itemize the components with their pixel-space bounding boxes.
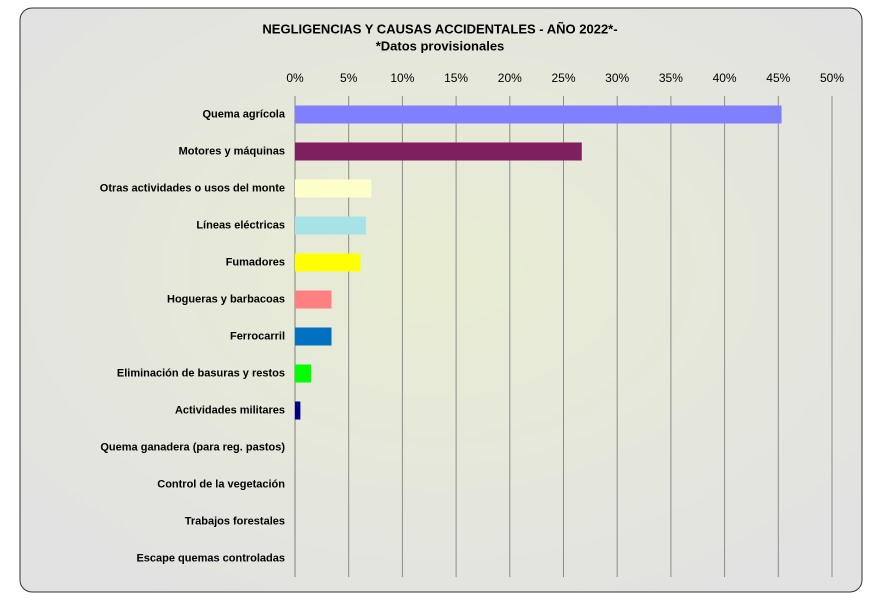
y-tick-label: Ferrocarril (230, 330, 285, 342)
x-tick-label: 50% (820, 71, 844, 85)
y-tick-label: Control de la vegetación (157, 478, 285, 490)
y-tick-label: Fumadores (226, 256, 285, 268)
chart-subtitle: *Datos provisionales (376, 38, 505, 53)
y-tick-label: Escape quemas controladas (136, 552, 285, 564)
y-tick-label: Motores y máquinas (179, 145, 285, 157)
y-tick-label: Trabajos forestales (185, 515, 285, 527)
y-tick-label: Quema ganadera (para reg. pastos) (100, 441, 285, 453)
chart-panel (19, 7, 863, 593)
x-tick-label: 10% (390, 71, 414, 85)
bar (295, 179, 372, 198)
y-tick-label: Hogueras y barbacoas (167, 293, 285, 305)
bar (295, 253, 361, 272)
x-tick-label: 25% (551, 71, 575, 85)
y-tick-label: Otras actividades o usos del monte (100, 182, 285, 194)
x-tick-label: 45% (766, 71, 790, 85)
bar (295, 142, 582, 161)
bar (295, 216, 366, 235)
x-tick-label: 40% (713, 71, 737, 85)
chart-title: NEGLIGENCIAS Y CAUSAS ACCIDENTALES - AÑO… (262, 21, 617, 36)
x-tick-label: 35% (659, 71, 683, 85)
bar (295, 364, 312, 383)
y-tick-label: Quema agrícola (202, 108, 285, 120)
x-tick-label: 0% (286, 71, 304, 85)
y-tick-label: Actividades militares (175, 404, 285, 416)
y-tick-label: Líneas eléctricas (196, 219, 285, 231)
bar (295, 290, 332, 309)
bar (295, 105, 782, 124)
x-tick-label: 30% (605, 71, 629, 85)
x-tick-label: 15% (444, 71, 468, 85)
x-tick-label: 20% (498, 71, 522, 85)
y-tick-label: Eliminación de basuras y restos (117, 367, 285, 379)
x-tick-label: 5% (340, 71, 358, 85)
bar (295, 327, 332, 346)
bar (295, 401, 301, 420)
